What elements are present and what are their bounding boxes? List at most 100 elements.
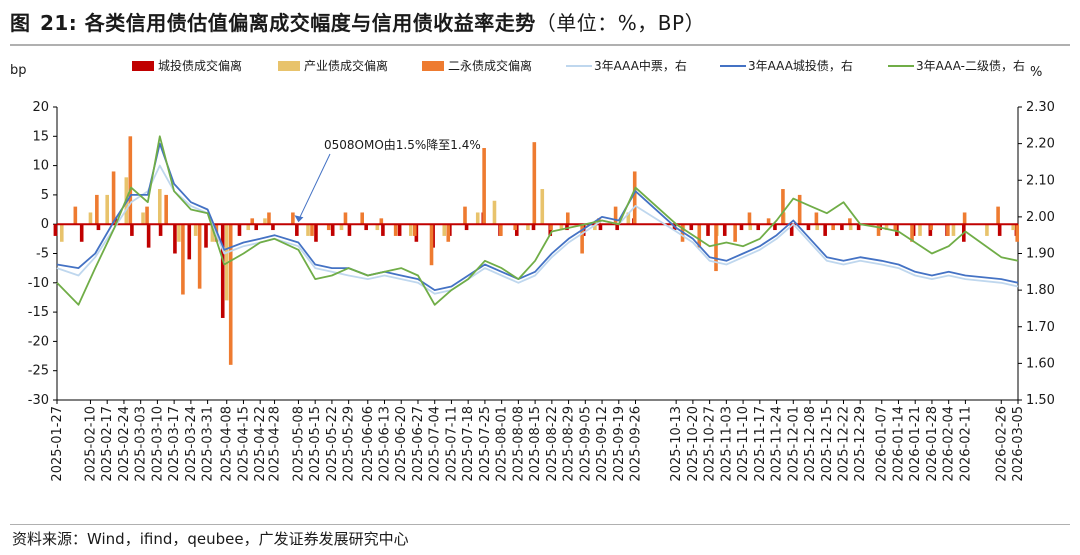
bar-industrial [626,212,631,225]
bar-industrial [540,189,545,225]
bar-city [806,224,811,231]
right-tick-label: 1.90 [1026,247,1055,262]
x-tick-label: 2025-09-05 [578,406,593,482]
annotation-arrowhead [294,215,304,223]
bar-city [823,224,827,236]
bar-perpetual [781,189,785,225]
x-tick-label: 2026-03-05 [1011,406,1026,482]
x-tick-label: 2025-07-18 [461,406,476,482]
bar-industrial [492,200,497,225]
left-tick-label: 15 [32,129,49,144]
bar-city [531,224,536,231]
x-tick-label: 2025-11-17 [753,406,768,482]
bar-city [271,224,275,231]
bar-city [397,224,402,236]
bar-industrial [177,224,181,242]
x-tick-label: 2025-07-04 [428,406,443,482]
legend-industrial-bar-label: 产业债成交偏离 [304,58,388,73]
x-tick-label: 2025-11-10 [736,406,751,482]
left-tick-label: -25 [28,364,49,379]
bar-industrial [848,224,853,231]
x-tick-label: 2025-10-20 [686,406,701,482]
legend-perpetual-bar-label: 二永债成交偏离 [448,58,532,73]
bar-industrial [593,224,597,231]
bar-perpetual [291,212,295,225]
bar-perpetual [360,212,364,225]
bar-perpetual [733,224,737,242]
x-tick-label: 2025-11-24 [770,406,785,482]
x-tick-label: 2025-12-15 [820,406,835,482]
bar-city [220,224,225,318]
legend-perpetual-bar-swatch [422,61,444,71]
bar-city [237,224,242,236]
bar-perpetual [929,224,933,231]
bar-perpetual [513,224,517,231]
x-tick-label: 2026-01-21 [908,406,923,482]
bar-perpetual [310,224,314,236]
bar-perpetual [632,171,637,225]
bar-perpetual [714,224,718,272]
bar-industrial [246,224,251,231]
annotation-arrow [298,153,331,219]
right-tick-label: 1.60 [1026,356,1055,371]
x-tick-label: 2025-12-22 [836,406,851,482]
bar-city [314,224,318,242]
bar-perpetual [613,206,618,225]
bar-perpetual [1015,224,1020,242]
bar-industrial [105,194,110,225]
left-tick-label: -20 [28,334,49,349]
bar-perpetual [326,224,331,231]
bar-city [53,224,58,236]
bar-city [856,224,861,231]
bar-city [130,224,134,236]
x-tick-label: 2025-09-26 [629,406,644,482]
x-tick-label: 2025-03-03 [134,406,149,482]
x-tick-label: 2025-06-13 [378,406,393,482]
bar-city [347,224,352,236]
x-tick-label: 2025-08-15 [528,406,543,482]
x-tick-label: 2025-07-25 [478,406,493,482]
x-tick-label: 2025-04-22 [253,406,268,482]
x-tick-label: 2026-02-26 [994,406,1009,482]
x-tick-label: 2025-02-17 [100,406,115,482]
left-tick-label: -5 [36,247,49,262]
bar-perpetual [111,171,116,225]
x-tick-label: 2025-04-28 [268,406,283,482]
x-tick-label: 2025-05-29 [342,406,357,482]
x-tick-label: 2025-08-08 [511,406,526,482]
bar-perpetual [379,218,384,225]
x-tick-label: 2025-12-08 [803,406,818,482]
left-tick-label: -10 [28,276,49,291]
x-tick-label: 2025-03-31 [201,406,216,482]
right-axis-unit: % [1030,65,1042,80]
bar-perpetual [446,224,451,242]
bar-city [706,224,710,236]
bar-city [756,224,761,231]
x-tick-label: 2025-01-27 [50,406,65,482]
right-tick-label: 1.70 [1026,320,1055,335]
bar-perpetual [95,194,99,225]
bar-perpetual [393,224,398,236]
chart-canvas: 20 15 10 5 0 -5 -10 -15 -20 -25 -30 2.30 2.20 2.10 2.0… [10,58,1055,482]
bar-city [689,224,694,231]
legend-city-line-label: 3年AAA城投债，右 [748,58,853,73]
bar-industrial [409,224,413,236]
bar-perpetual [145,206,149,225]
bar-perpetual [893,224,898,231]
bar-industrial [526,224,530,231]
bar-perpetual [766,218,771,225]
x-tick-label: 2026-01-28 [925,406,940,482]
x-tick-label: 2025-09-12 [595,406,610,482]
bar-perpetual [549,224,553,231]
bar-city [773,224,777,231]
bar-perpetual [228,224,233,365]
right-tick-label: 2.30 [1026,100,1055,115]
x-tick-label: 2025-07-11 [444,406,459,482]
right-tick-label: 1.50 [1026,393,1055,408]
bar-city [173,224,177,254]
bar-perpetual [197,224,202,289]
bar-perpetual [697,224,702,248]
left-tick-label: 10 [32,159,49,174]
x-tick-label: 2026-01-07 [875,406,890,482]
bar-perpetual [580,224,584,254]
